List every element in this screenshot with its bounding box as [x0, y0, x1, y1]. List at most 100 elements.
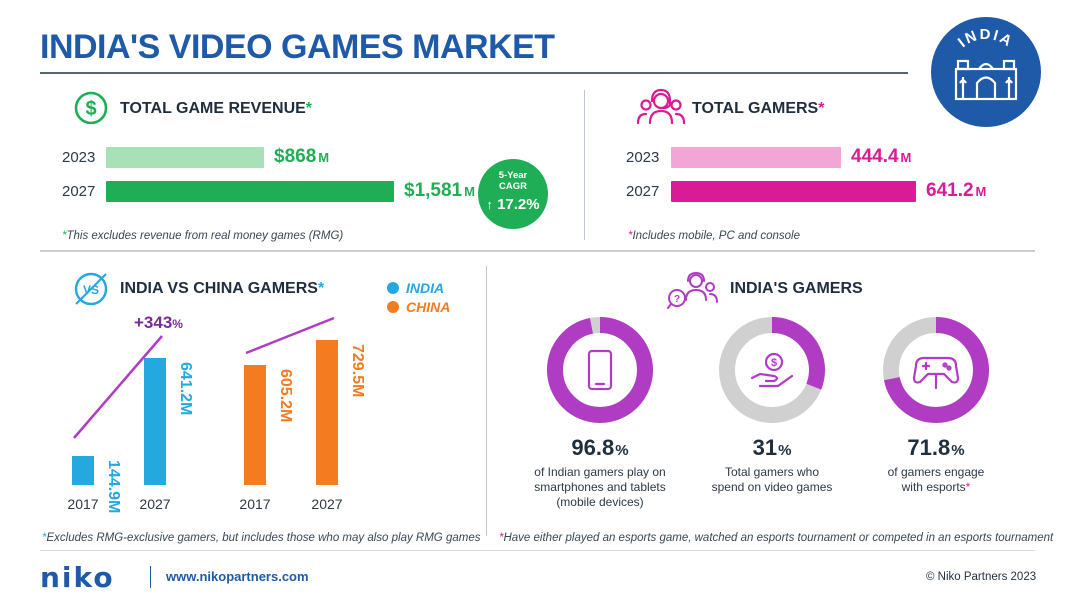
footer-website-link[interactable]: www.nikopartners.com [166, 569, 309, 584]
vs-title: INDIA VS CHINA GAMERS* [120, 280, 324, 298]
gamers-value-2027-number: 641.2 [926, 180, 974, 201]
hand-coin-icon: $ [750, 352, 794, 388]
revenue-value-2027-unit: M [464, 184, 475, 199]
svg-text:?: ? [674, 294, 680, 305]
divider-footer [40, 550, 1035, 551]
divider-top [584, 90, 585, 240]
cagr-label: 5-Year CAGR [478, 170, 548, 192]
gamers-title-text: TOTAL GAMERS [692, 100, 819, 117]
donut-1-arc [547, 317, 653, 423]
donut-charts: $ [547, 317, 989, 423]
cagr-badge: 5-Year CAGR ↑ 17.2% [478, 159, 548, 229]
revenue-year-2027: 2027 [62, 183, 96, 200]
donut-2-description: Total gamers who spend on video games [692, 465, 852, 495]
donut-1-percent-value: 96.8 [571, 435, 615, 460]
gamers-value-2023: 444.4 M [851, 146, 911, 168]
svg-text:$: $ [771, 357, 777, 369]
gamers-group-icon: ? [667, 271, 718, 309]
donut-1-description: of Indian gamers play on smartphones and… [520, 465, 680, 510]
footer-separator [150, 566, 151, 588]
donut-1-percent: 96.8% [530, 435, 670, 461]
indias-gamers-footnote-star: * [499, 532, 504, 544]
revenue-value-2023-unit: M [318, 150, 330, 165]
donut-2-percent-sign: % [778, 442, 792, 459]
gamers-bar-2027 [671, 181, 916, 202]
versus-icon: VS [74, 272, 108, 306]
gateway-of-india-icon: INDIA [955, 26, 1018, 101]
revenue-bar-2027 [106, 181, 394, 202]
up-arrow-icon: ↑ [486, 197, 493, 212]
badge-label: INDIA [955, 26, 1015, 51]
revenue-year-2023: 2023 [62, 149, 96, 166]
indias-gamers-title: INDIA'S GAMERS [730, 280, 863, 297]
indias-gamers-footnote-text: Have either played an esports game, watc… [503, 532, 1054, 544]
gamers-value-2027: 641.2 M [926, 180, 986, 202]
legend-china-label: CHINA [406, 299, 451, 315]
vs-footnote: *Excludes RMG-exclusive gamers, but incl… [42, 532, 480, 544]
donut-3-desc-star: * [965, 480, 971, 494]
legend-china-dot [387, 301, 399, 313]
versus-icon-text: VS [83, 283, 99, 297]
gamers-value-2027-unit: M [975, 184, 987, 199]
donut-3-percent-value: 71.8 [907, 435, 951, 460]
svg-text:INDIA: INDIA [955, 26, 1017, 51]
divider-bottom [486, 266, 487, 536]
donut-2: $ [719, 317, 825, 423]
donut-1-desc-line1: of Indian gamers play on [534, 465, 666, 479]
india-year-2017: 2017 [67, 496, 98, 512]
donut-3-desc-line2: with esports* [856, 480, 1016, 495]
cagr-label-line1: 5-Year [498, 170, 528, 181]
gamers-headset-icon [637, 88, 685, 125]
legend-china: CHINA [387, 299, 450, 315]
donut-3 [883, 317, 989, 423]
china-bar-2027 [316, 340, 338, 485]
india-bar-2027 [144, 358, 166, 485]
india-value-2017: 144.9M [105, 460, 122, 513]
gamers-value-2023-number: 444.4 [851, 146, 899, 167]
title-underline [40, 72, 908, 74]
footer-copyright: © Niko Partners 2023 [926, 571, 1037, 583]
vs-title-text: INDIA VS CHINA GAMERS [120, 280, 318, 297]
india-bar-2017 [72, 456, 94, 485]
revenue-value-2023-number: $868 [274, 146, 317, 167]
donut-2-desc-line2: spend on video games [711, 480, 833, 494]
vs-footnote-star: * [42, 532, 47, 544]
china-growth-line [245, 316, 335, 355]
donut-3-percent: 71.8% [866, 435, 1006, 461]
donut-2-desc-line1: Total gamers who [724, 465, 820, 479]
gamepad-icon [912, 356, 960, 390]
donut-3-desc-line2-text: with esports [901, 480, 966, 494]
revenue-title-text: TOTAL GAME REVENUE [120, 100, 306, 117]
donut-3-desc-line1: of gamers engage [887, 465, 985, 479]
china-year-2017: 2017 [239, 496, 270, 512]
page-title: INDIA'S VIDEO GAMES MARKET [40, 28, 555, 66]
donut-3-percent-sign: % [951, 442, 965, 459]
india-value-2027: 641.2M [177, 362, 194, 415]
niko-logo: niko [40, 561, 115, 594]
gamers-title: TOTAL GAMERS* [692, 100, 824, 118]
gamers-value-2023-unit: M [900, 150, 912, 165]
legend-india: INDIA [387, 280, 444, 296]
vs-title-star: * [317, 280, 325, 297]
gamers-footnote-star: * [628, 230, 633, 242]
china-growth-label: +21% [306, 310, 346, 314]
china-value-2017: 605.2M [277, 369, 294, 422]
cagr-value: ↑ 17.2% [478, 196, 548, 213]
revenue-footnote: *This excludes revenue from real money g… [62, 230, 343, 242]
donut-1-percent-sign: % [615, 442, 629, 459]
legend-india-label: INDIA [406, 280, 445, 296]
india-vs-china-chart: 144.9M 2017 641.2M 2027 +343% 605.2M 2017 729.5… [67, 310, 366, 513]
cagr-label-line2: CAGR [499, 181, 527, 192]
india-year-2027: 2027 [139, 496, 170, 512]
svg-text:$: $ [85, 98, 96, 120]
gamers-footnote-text: Includes mobile, PC and console [632, 230, 800, 242]
china-bar-2017 [244, 365, 266, 485]
revenue-value-2027-number: $1,581 [404, 180, 463, 201]
donut-2-arc [719, 317, 825, 423]
gamers-bar-2023 [671, 147, 841, 168]
gamers-footnote: *Includes mobile, PC and console [628, 230, 800, 242]
revenue-title: TOTAL GAME REVENUE* [120, 100, 312, 118]
china-value-2027: 729.5M [349, 344, 366, 397]
revenue-bar-2023 [106, 147, 264, 168]
donut-3-arc [883, 317, 989, 423]
